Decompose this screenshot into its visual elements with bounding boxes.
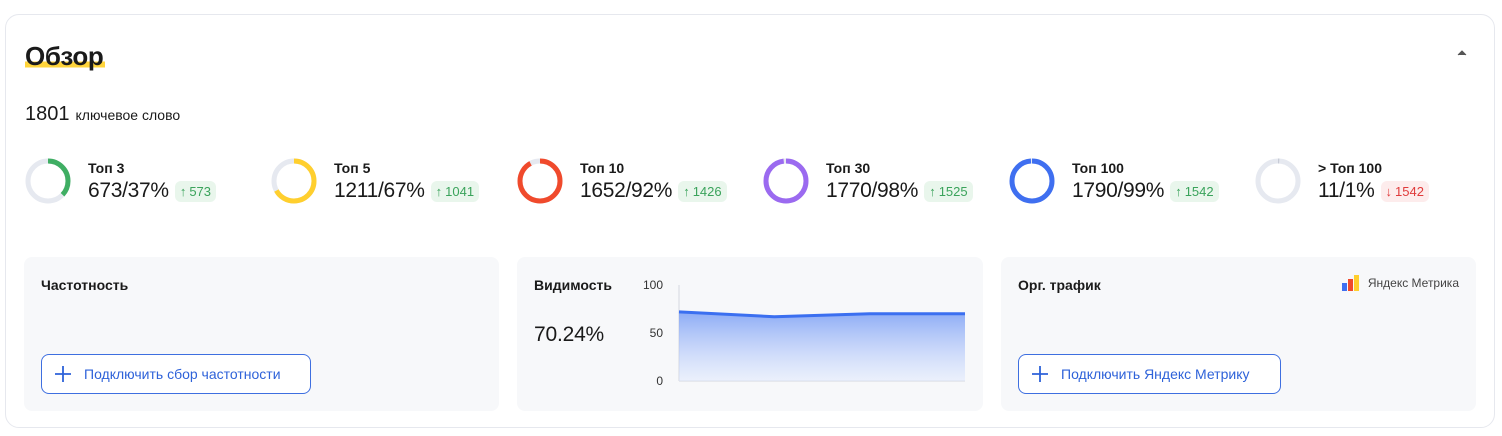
chevron-up-icon [1457, 50, 1467, 56]
delta-value: 1542 [1184, 183, 1214, 199]
arrow-up-icon: ↑ [929, 183, 936, 199]
top-item: Топ 5 1211/67% ↑ 1041 [270, 155, 480, 207]
top-item: Топ 30 1770/98% ↑ 1525 [762, 155, 973, 207]
donut-ring [763, 158, 809, 204]
donut-ring [271, 158, 317, 204]
delta-value: 573 [189, 183, 212, 199]
connect-metrika-label: Подключить Яндекс Метрику [1061, 366, 1250, 382]
donut-ring [1255, 158, 1301, 204]
traffic-title: Орг. трафик [1018, 277, 1101, 293]
arrow-down-icon: ↓ [1385, 183, 1393, 199]
top-value: 1790/99% [1072, 179, 1165, 202]
donut-ring [25, 158, 71, 204]
visibility-title: Видимость [534, 277, 612, 293]
top-name: Топ 30 [826, 160, 871, 176]
donut-fill [1009, 158, 1055, 204]
delta-badge: ↑ 573 [174, 180, 217, 202]
top-positions: Топ 3 673/37% ↑ 573 Топ 5 1211/67% ↑ 1041 Топ 10… [24, 155, 1484, 207]
top-name: Топ 100 [1072, 160, 1124, 176]
donut-fill [763, 158, 809, 204]
top-item: Топ 10 1652/92% ↑ 1426 [516, 155, 727, 207]
delta-badge: ↑ 1041 [430, 180, 480, 202]
keywords-count: 1801 [25, 103, 70, 125]
connect-frequency-button[interactable]: Подключить сбор частотности [41, 354, 311, 394]
top-value: 11/1% [1318, 179, 1375, 202]
top-item: > Топ 100 11/1% ↓ 1542 [1254, 155, 1429, 207]
overview-card: Обзор 1801 ключевое слово Топ 3 673/37% ↑ 5… [5, 14, 1495, 428]
top-value: 1770/98% [826, 179, 919, 202]
visibility-line [678, 310, 965, 319]
collapse-button[interactable] [1452, 43, 1472, 63]
page-title: Обзор [25, 41, 106, 71]
delta-value: 1426 [692, 183, 722, 199]
arrow-up-icon: ↑ [683, 183, 690, 199]
keywords-label: ключевое слово [75, 107, 181, 123]
top-item: Топ 3 673/37% ↑ 573 [24, 155, 217, 207]
visibility-panel: Видимость 70.24% 100 50 0 [517, 257, 983, 411]
delta-value: 1542 [1395, 183, 1424, 199]
visibility-chart: 100 50 0 [643, 278, 965, 388]
delta-badge: ↓ 1542 [1380, 180, 1429, 202]
traffic-panel: Орг. трафик Яндекс Метрика Подключить Ян… [1001, 257, 1476, 411]
y-tick-label: 100 [643, 278, 663, 292]
yandex-metrika-brand: Яндекс Метрика [1341, 275, 1459, 291]
donut-fill [1255, 158, 1301, 204]
plus-icon [1032, 366, 1048, 382]
connect-metrika-button[interactable]: Подключить Яндекс Метрику [1018, 354, 1281, 394]
donut-fill [25, 158, 71, 204]
connect-frequency-label: Подключить сбор частотности [84, 366, 281, 382]
delta-value: 1525 [938, 183, 968, 199]
yandex-metrika-label: Яндекс Метрика [1367, 276, 1459, 290]
top-name: Топ 3 [88, 160, 125, 176]
donut-ring [517, 158, 563, 204]
yandex-metrika-icon [1341, 275, 1359, 291]
donut-fill [271, 158, 317, 204]
top-name: Топ 10 [580, 160, 625, 176]
top-name: > Топ 100 [1318, 160, 1382, 176]
keywords-summary: 1801 ключевое слово [25, 103, 180, 126]
donut-ring [1009, 158, 1055, 204]
visibility-value: 70.24% [534, 323, 605, 346]
frequency-title: Частотность [41, 277, 129, 293]
y-tick-label: 50 [650, 326, 664, 340]
arrow-up-icon: ↑ [179, 183, 187, 199]
delta-badge: ↑ 1426 [678, 180, 727, 202]
donut-track [1255, 158, 1301, 204]
top-name: Топ 5 [334, 160, 371, 176]
y-tick-label: 0 [656, 374, 663, 388]
donut-fill [517, 158, 563, 204]
top-value: 1652/92% [580, 179, 673, 202]
delta-value: 1041 [445, 183, 475, 199]
top-item: Топ 100 1790/99% ↑ 1542 [1008, 155, 1219, 207]
visibility-area [679, 311, 965, 381]
delta-badge: ↑ 1525 [924, 180, 973, 202]
top-value: 673/37% [88, 179, 169, 202]
plus-icon [55, 366, 71, 382]
arrow-up-icon: ↑ [1175, 183, 1182, 199]
delta-badge: ↑ 1542 [1170, 180, 1219, 202]
arrow-up-icon: ↑ [435, 183, 443, 199]
frequency-panel: Частотность Подключить сбор частотности [24, 257, 499, 411]
top-value: 1211/67% [334, 179, 425, 202]
